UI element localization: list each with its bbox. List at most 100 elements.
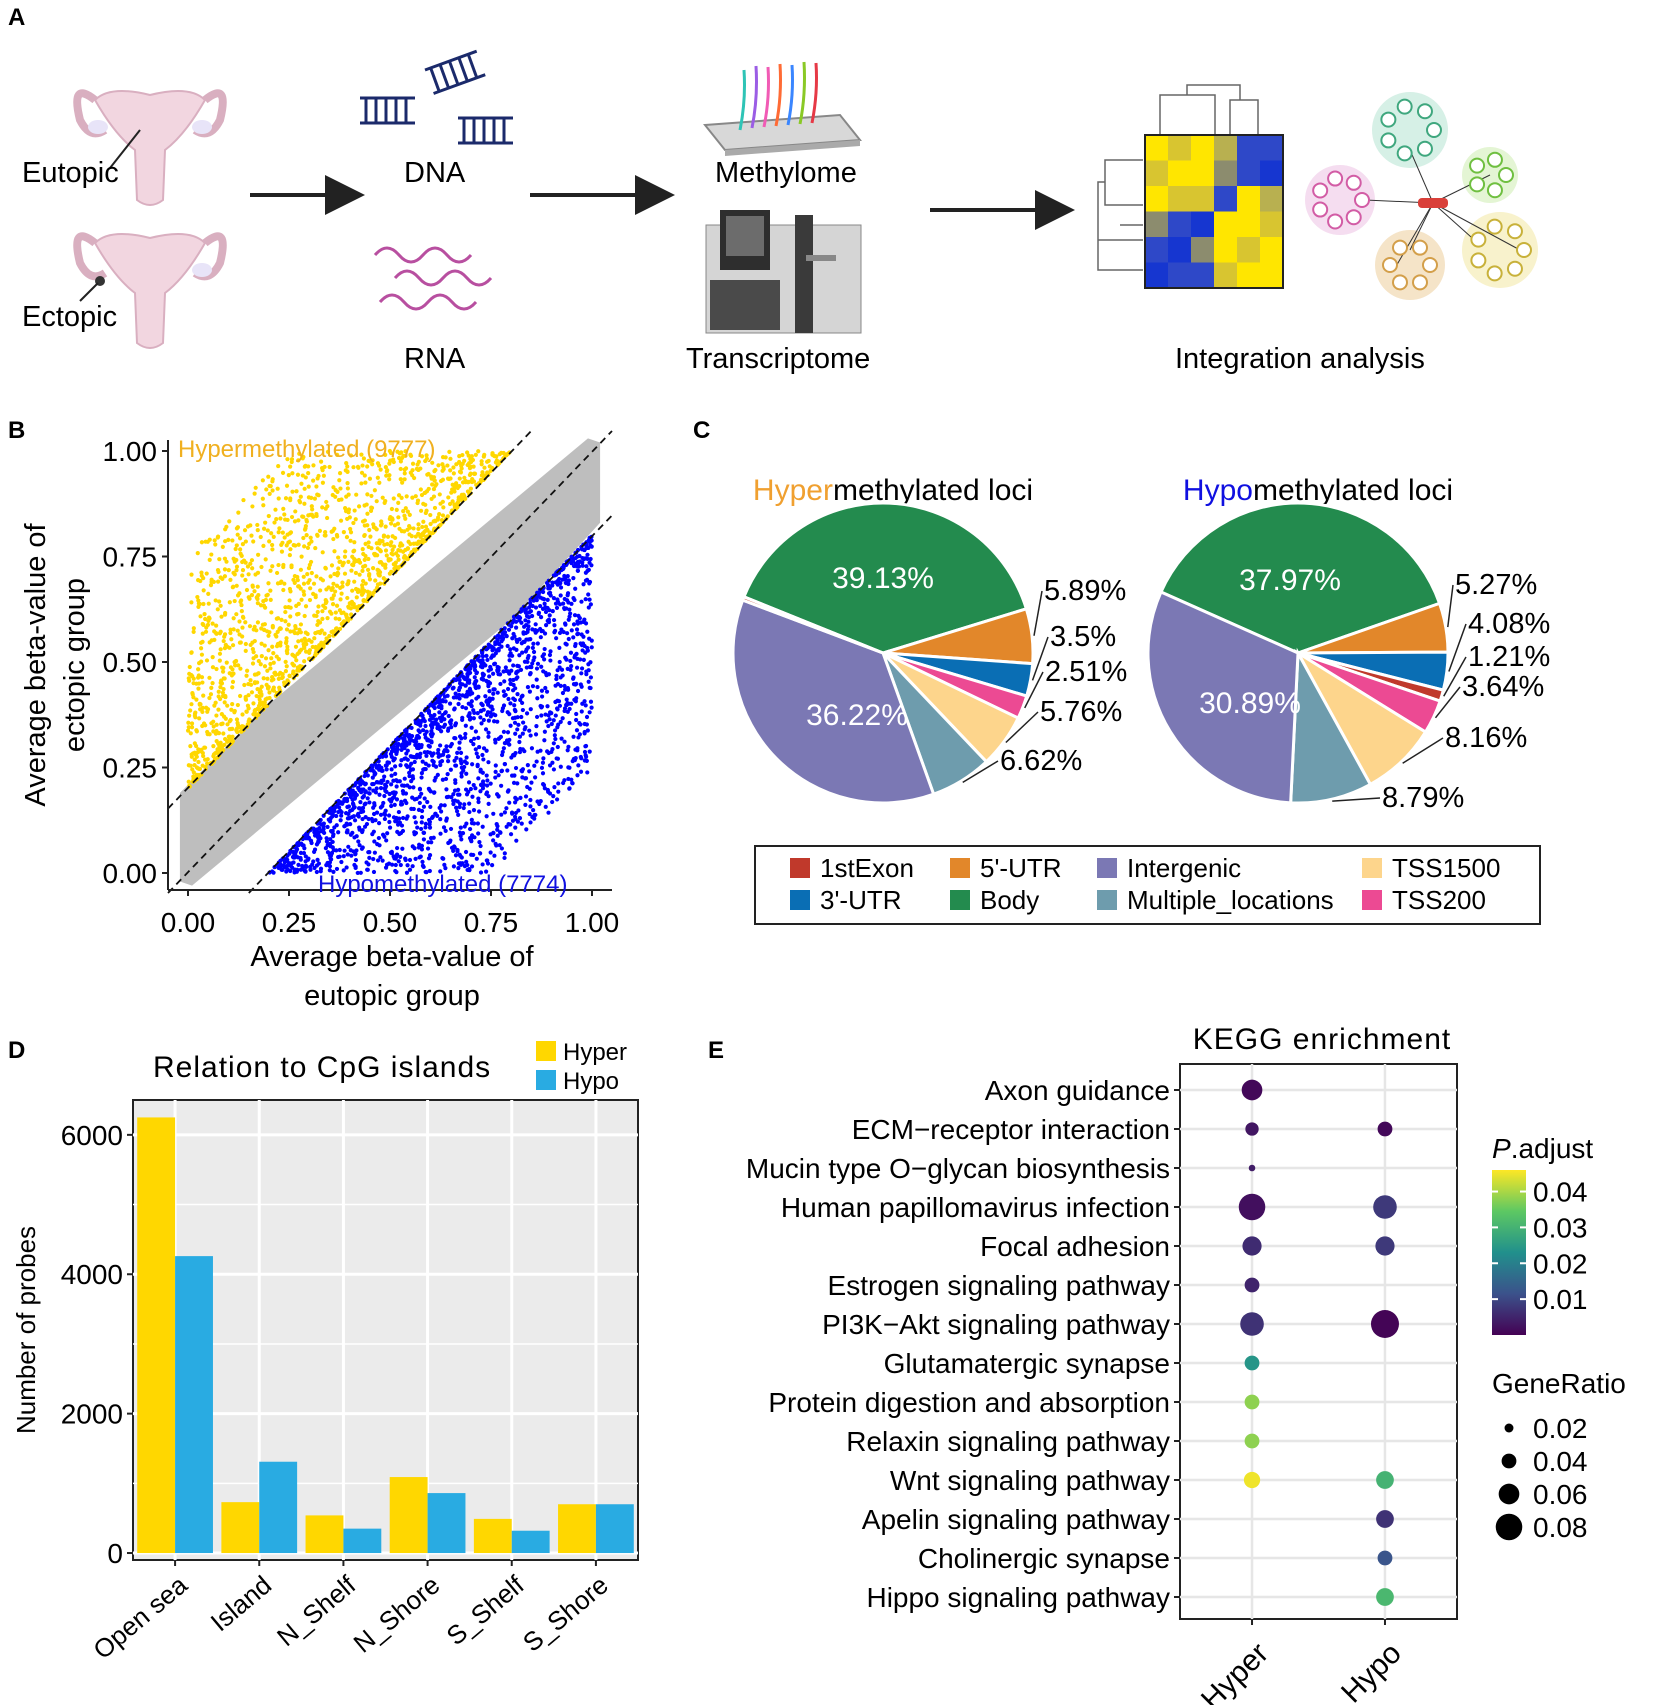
hypo-point (567, 765, 572, 770)
hypo-point (534, 759, 539, 764)
size-legend-dot (1498, 1483, 1520, 1505)
x-tick-label: Open sea (87, 1569, 193, 1665)
hypo-point (398, 763, 403, 768)
hypo-point (557, 703, 563, 708)
hyper-point (332, 526, 337, 531)
hyper-point (311, 514, 316, 519)
hypo-point (315, 840, 321, 845)
hyper-point (385, 534, 391, 539)
hyper-point (222, 567, 228, 572)
hyper-point (200, 705, 205, 711)
hyper-point (218, 680, 223, 685)
hypo-point (514, 670, 519, 676)
hypo-point (489, 704, 494, 709)
hyper-point (273, 507, 278, 512)
hyper-point (375, 567, 380, 572)
hyper-point (306, 484, 311, 489)
hyper-point (242, 682, 247, 688)
hypo-point (515, 819, 521, 824)
hyper-point (327, 633, 332, 639)
hyper-point (431, 486, 437, 492)
hypo-point (579, 599, 584, 604)
network-node (1392, 274, 1408, 291)
hypo-point (440, 777, 445, 782)
hypo-point (337, 805, 342, 810)
hypo-point (584, 577, 590, 582)
hyper-point (303, 604, 309, 609)
hypo-point (530, 661, 535, 666)
hypo-point (282, 865, 287, 870)
hypo-point (515, 715, 520, 720)
hypo-point (468, 716, 473, 722)
hyper-point (250, 583, 255, 588)
hyper-point (235, 729, 240, 735)
unchanged-points (179, 438, 601, 886)
hyper-point (328, 574, 333, 579)
hypo-point (514, 797, 519, 802)
hypo-point (303, 859, 308, 864)
hypo-point (358, 781, 363, 786)
legend-label: TSS200 (1392, 885, 1486, 915)
hypo-point (560, 716, 565, 721)
hyper-point (202, 757, 208, 762)
hyper-point (222, 556, 228, 561)
hypo-point (285, 867, 290, 872)
hypo-point (474, 751, 479, 756)
hypo-point (378, 812, 384, 817)
hyper-point (324, 587, 329, 592)
hyper-point (218, 696, 223, 702)
hyper-point (436, 463, 441, 468)
hyper-point (214, 666, 219, 672)
hyper-point (215, 607, 220, 612)
hyper-point (263, 597, 268, 603)
hypo-point (559, 736, 564, 741)
hyper-point (210, 621, 215, 626)
hypo-point (526, 615, 532, 620)
hypo-point (555, 668, 560, 673)
hypo-point (296, 862, 301, 867)
hyper-point (437, 511, 442, 517)
hypo-point (384, 862, 390, 867)
hypo-point (305, 832, 310, 837)
hyper-point (231, 616, 236, 621)
hyper-point (227, 519, 232, 524)
pie-slice (1289, 647, 1373, 805)
hyper-point (418, 487, 423, 492)
hyper-point (189, 725, 195, 730)
heatmap-cell (1145, 237, 1168, 263)
hyper-point (307, 648, 312, 653)
pie-outer-label: 3.64% (1462, 671, 1544, 703)
hyper-point (346, 559, 351, 565)
hyper-point (314, 484, 319, 489)
hyper-point (197, 702, 202, 707)
hypo-point (457, 852, 462, 857)
hyper-point (323, 530, 328, 535)
hypo-point (382, 774, 387, 779)
heatmap-cell (1168, 211, 1191, 237)
hypo-count-label: Hypomethylated (7774) (318, 871, 567, 898)
hypo-point (298, 850, 304, 856)
hypo-point (565, 631, 570, 636)
hypo-point (402, 745, 407, 751)
hypo-point (574, 728, 580, 733)
hypo-point (575, 619, 580, 624)
hyper-point (190, 767, 195, 772)
hyper-point (396, 557, 401, 562)
hypo-point (585, 629, 590, 634)
hyper-point (221, 731, 226, 736)
hypo-point (474, 696, 479, 701)
hypo-point (461, 768, 466, 773)
hyper-point (244, 673, 249, 678)
hypo-point (567, 720, 572, 726)
hypo-point (379, 780, 384, 786)
heatmap-cell (1237, 135, 1260, 161)
hypo-point (453, 778, 458, 783)
hyper-point (215, 567, 221, 573)
hyper-point (285, 517, 290, 523)
hypo-point (476, 809, 482, 814)
hypo-point (500, 708, 505, 714)
enrichment-dot (1244, 1394, 1260, 1410)
hypo-point (401, 791, 406, 796)
hypo-point (540, 771, 546, 776)
